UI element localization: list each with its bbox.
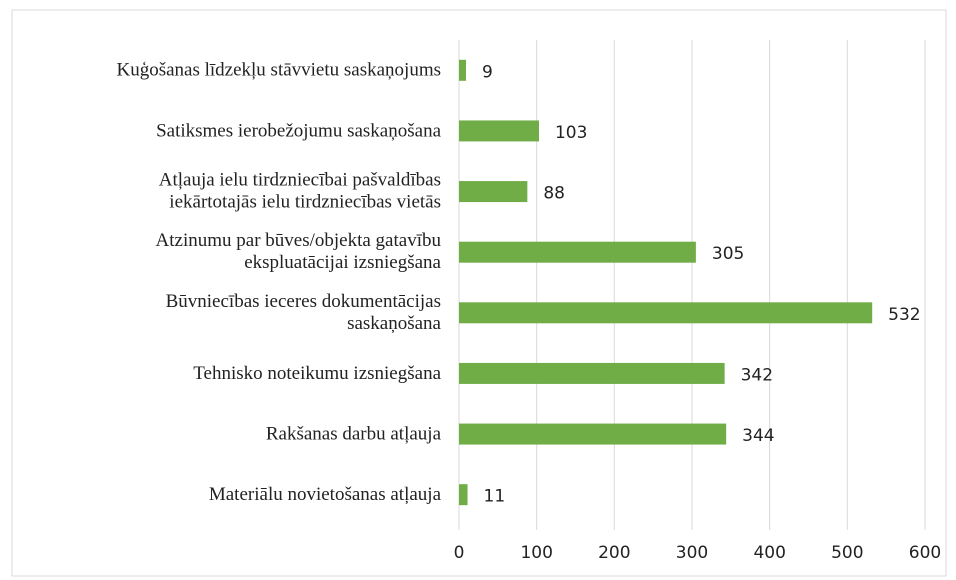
bar: [459, 362, 725, 384]
x-tick-label: 300: [676, 543, 708, 563]
data-label: 11: [484, 487, 506, 507]
y-tick-label: Materiālu novietošanas atļauja: [209, 484, 442, 505]
data-label: 532: [888, 305, 920, 325]
data-label: 88: [543, 184, 565, 204]
bar: [459, 181, 528, 203]
y-tick-label: Tehnisko noteikumu izsniegšana: [193, 363, 441, 384]
chart-frame: [11, 9, 947, 577]
data-label: 342: [741, 365, 773, 385]
x-tick-label: 400: [753, 543, 785, 563]
y-tick-label: Satiksmes ierobežojumu saskaņošana: [156, 120, 442, 141]
y-tick-label: Būvniecības ieceres dokumentācijas saskaņ…: [166, 291, 442, 334]
bar: [459, 120, 539, 142]
y-tick-label: Rakšanas darbu atļauja: [266, 423, 442, 444]
x-tick-label: 600: [909, 543, 941, 563]
y-tick-label: Atļauja ielu tirdzniecībai pašvaldības ie…: [159, 170, 441, 213]
y-tick-label: Atzinumu par būves/objekta gatavību ekspl…: [156, 231, 442, 274]
x-tick-label: 200: [598, 543, 630, 563]
x-tick-label: 500: [831, 543, 863, 563]
bar: [459, 302, 873, 324]
x-tick-label: 100: [520, 543, 552, 563]
bar: [459, 484, 468, 506]
data-label: 344: [742, 426, 774, 446]
y-tick-label: Kuģošanas līdzekļu stāvvietu saskaņojums: [116, 60, 441, 81]
data-label: 305: [712, 244, 744, 264]
bar: [459, 241, 696, 263]
bar: [459, 59, 466, 81]
data-label: 103: [555, 123, 587, 143]
bar: [459, 423, 727, 445]
data-label: 9: [482, 62, 493, 82]
x-tick-label: 0: [454, 543, 465, 563]
